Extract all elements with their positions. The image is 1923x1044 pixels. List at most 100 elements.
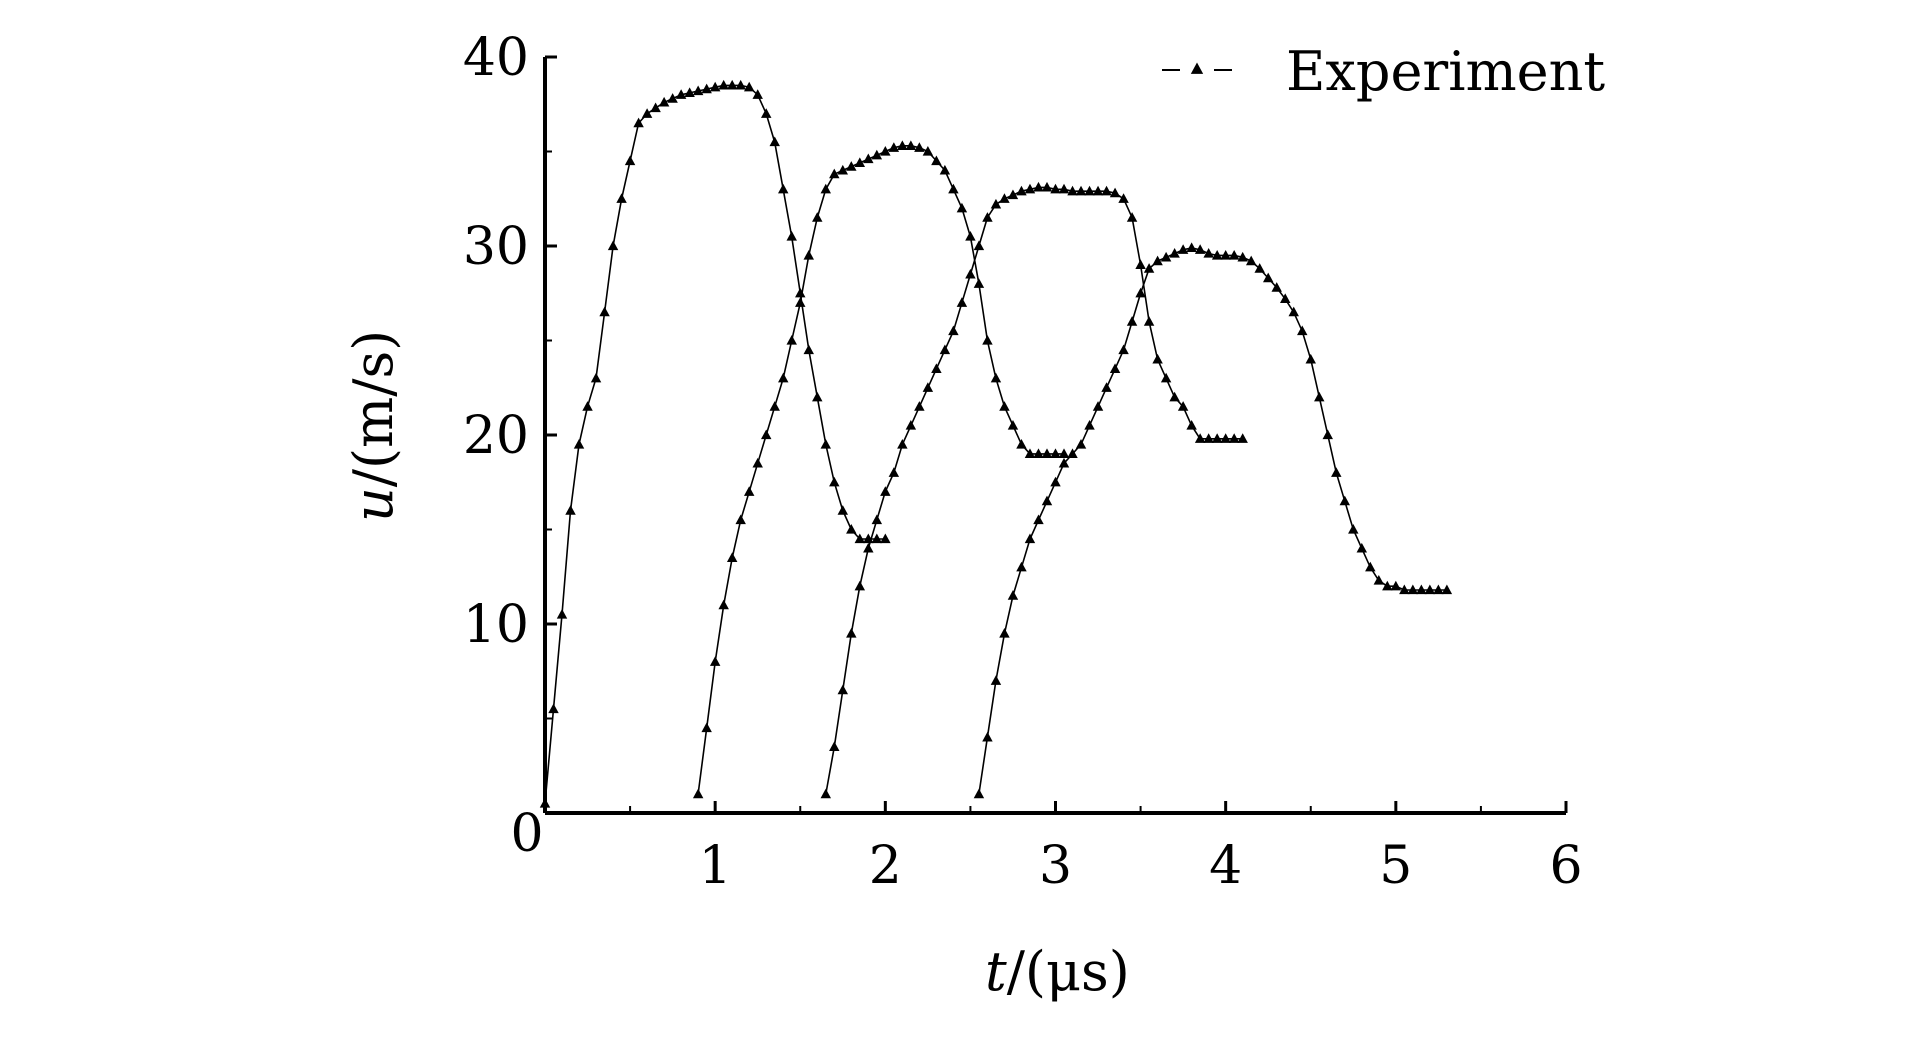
data-point <box>1016 561 1027 572</box>
data-point <box>999 193 1010 203</box>
data-point <box>1203 248 1214 258</box>
data-point <box>1160 372 1172 383</box>
data-point <box>1288 306 1299 317</box>
data-point <box>709 81 721 92</box>
data-point <box>760 429 772 440</box>
data-point <box>1075 438 1087 449</box>
data-point <box>829 168 840 179</box>
data-point <box>1441 584 1453 595</box>
data-point <box>1143 263 1155 273</box>
data-point <box>905 140 917 150</box>
data-point <box>1305 353 1316 364</box>
data-point <box>1211 433 1223 443</box>
data-point <box>1399 584 1410 595</box>
data-point <box>1067 185 1078 196</box>
axis-labels: t/(μs) u/(m/s) <box>342 330 1130 1003</box>
data-point <box>880 146 891 156</box>
series-line <box>825 186 1243 795</box>
data-point <box>709 656 721 666</box>
data-point <box>863 153 874 164</box>
data-point <box>1101 185 1112 196</box>
data-point <box>1433 584 1444 595</box>
data-point <box>888 142 900 152</box>
data-point <box>1211 249 1223 260</box>
x-tick-label: 1 <box>699 836 732 896</box>
data-point <box>829 476 840 487</box>
data-point <box>548 703 559 714</box>
data-point <box>888 467 900 477</box>
data-point <box>939 344 951 355</box>
data-point <box>1297 325 1308 336</box>
data-point <box>939 164 951 175</box>
data-point <box>1177 401 1189 411</box>
data-point <box>982 212 993 222</box>
data-point <box>1271 282 1282 292</box>
data-point <box>1331 467 1342 477</box>
x-tick-label: 2 <box>869 836 902 896</box>
y-axis-unit: /(m/s) <box>342 330 405 487</box>
data-point <box>616 193 627 203</box>
y-tick-label: 40 <box>463 28 529 88</box>
data-point <box>999 627 1010 638</box>
data-point <box>795 287 806 298</box>
data-point <box>1194 433 1206 443</box>
data-point <box>854 157 866 167</box>
data-point <box>1365 561 1376 572</box>
data-point <box>931 363 942 373</box>
data-point <box>837 164 849 175</box>
data-point <box>1050 448 1061 459</box>
data-point <box>590 372 602 383</box>
data-point <box>1228 249 1240 260</box>
data-point <box>1373 575 1385 585</box>
data-point <box>965 268 976 279</box>
data-point <box>1169 248 1180 258</box>
data-point <box>692 85 704 96</box>
x-tick-label: 4 <box>1209 836 1242 896</box>
data-point <box>880 533 891 544</box>
data-point <box>956 202 968 213</box>
series-line <box>544 84 886 804</box>
data-point <box>846 161 857 171</box>
series-2 <box>692 140 1070 799</box>
data-point <box>1160 251 1172 262</box>
data-point <box>812 212 823 222</box>
data-point <box>931 155 942 166</box>
series-4 <box>973 242 1453 799</box>
legend-label: Experiment <box>1286 40 1605 103</box>
data-point <box>914 401 925 411</box>
data-point <box>1143 316 1155 326</box>
data-point <box>701 83 712 94</box>
data-point <box>1356 542 1368 553</box>
data-point <box>812 391 823 402</box>
data-point <box>914 142 925 152</box>
data-point <box>752 89 763 99</box>
data-point <box>1101 382 1112 392</box>
data-point <box>786 231 797 241</box>
data-point <box>846 627 857 638</box>
data-point <box>1067 448 1078 459</box>
y-tick-label: 30 <box>463 217 529 277</box>
data-point <box>1118 344 1129 355</box>
data-point <box>820 183 831 194</box>
data-point <box>1007 590 1019 600</box>
data-point <box>607 240 619 251</box>
data-point <box>1407 584 1419 595</box>
data-point <box>1084 420 1095 430</box>
data-point <box>1126 212 1138 222</box>
data-point <box>565 505 576 515</box>
data-point <box>1109 363 1121 373</box>
data-point <box>999 401 1010 411</box>
data-point <box>880 486 891 496</box>
data-point <box>990 675 1002 685</box>
data-point <box>1033 181 1044 192</box>
data-point <box>1228 433 1240 443</box>
data-point <box>743 81 755 92</box>
data-point <box>1220 433 1231 443</box>
data-point <box>1135 259 1146 270</box>
x-tick-label: 6 <box>1549 836 1582 896</box>
data-point <box>922 382 934 392</box>
data-point <box>778 183 789 194</box>
data-point <box>820 788 831 799</box>
data-point <box>990 198 1002 209</box>
data-point <box>1050 476 1061 487</box>
